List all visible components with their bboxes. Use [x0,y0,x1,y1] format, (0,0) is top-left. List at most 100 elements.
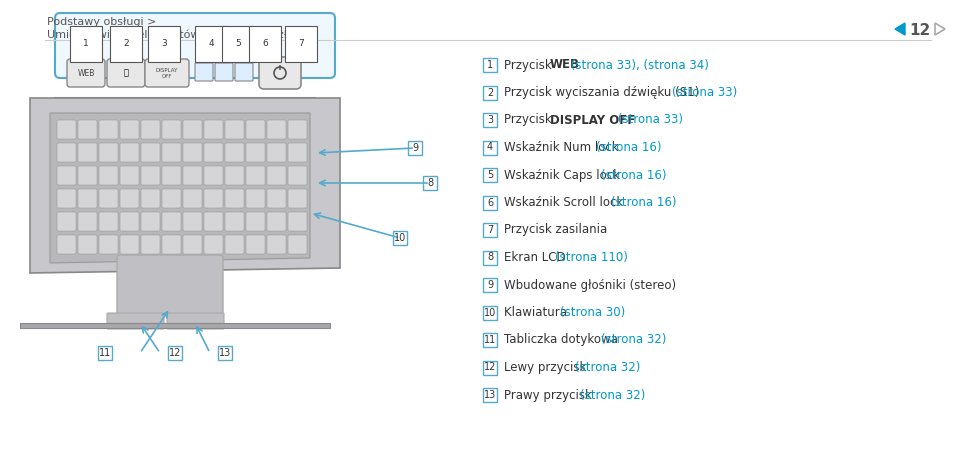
Text: 1: 1 [84,39,89,48]
FancyBboxPatch shape [483,361,497,375]
FancyBboxPatch shape [267,189,286,208]
Text: WEB: WEB [550,58,580,72]
FancyBboxPatch shape [267,235,286,254]
Polygon shape [30,98,340,273]
FancyBboxPatch shape [246,143,265,162]
Text: 5: 5 [235,39,241,48]
FancyBboxPatch shape [288,235,307,254]
FancyBboxPatch shape [204,143,223,162]
Text: 7: 7 [299,39,304,48]
Text: 2: 2 [487,87,493,97]
FancyBboxPatch shape [225,212,244,231]
Polygon shape [50,113,310,263]
FancyBboxPatch shape [183,143,202,162]
FancyBboxPatch shape [183,120,202,139]
Text: 1: 1 [487,60,493,70]
Text: 6: 6 [262,39,268,48]
FancyBboxPatch shape [78,143,97,162]
Text: 8: 8 [427,178,433,188]
Polygon shape [895,23,905,35]
Text: (strona 33): (strona 33) [672,86,737,99]
Text: 10: 10 [484,308,496,318]
FancyBboxPatch shape [57,143,76,162]
Text: Wskaźnik Num lock: Wskaźnik Num lock [504,141,622,154]
Text: 13: 13 [484,390,496,400]
Text: Wbudowane głośniki (stereo): Wbudowane głośniki (stereo) [504,279,676,291]
FancyBboxPatch shape [183,189,202,208]
Text: 6: 6 [487,198,493,207]
FancyBboxPatch shape [267,166,286,185]
Text: 11: 11 [484,335,496,345]
FancyBboxPatch shape [483,168,497,182]
Text: (strona 32): (strona 32) [601,333,666,347]
FancyBboxPatch shape [141,235,160,254]
FancyBboxPatch shape [267,212,286,231]
FancyBboxPatch shape [141,143,160,162]
FancyBboxPatch shape [225,120,244,139]
FancyBboxPatch shape [167,313,224,329]
FancyBboxPatch shape [183,166,202,185]
FancyBboxPatch shape [162,166,181,185]
Text: (strona 110): (strona 110) [555,251,628,264]
Text: Przycisk wyciszania dźwięku (S1): Przycisk wyciszania dźwięku (S1) [504,86,703,99]
FancyBboxPatch shape [195,63,213,81]
FancyBboxPatch shape [67,59,105,87]
Text: (strona 32): (strona 32) [575,361,640,374]
Text: DISPLAY OFF: DISPLAY OFF [550,114,636,126]
FancyBboxPatch shape [145,59,189,87]
FancyBboxPatch shape [107,59,145,87]
FancyBboxPatch shape [259,57,301,89]
FancyBboxPatch shape [141,120,160,139]
Text: 5: 5 [487,170,493,180]
FancyBboxPatch shape [78,166,97,185]
FancyBboxPatch shape [162,235,181,254]
Text: Podstawy obsługi >: Podstawy obsługi > [47,17,156,27]
FancyBboxPatch shape [288,143,307,162]
FancyBboxPatch shape [246,189,265,208]
FancyBboxPatch shape [183,212,202,231]
Text: (strona 16): (strona 16) [596,141,661,154]
FancyBboxPatch shape [168,346,182,360]
Text: Tabliczka dotykowa: Tabliczka dotykowa [504,333,622,347]
Text: 9: 9 [412,143,418,153]
Text: (strona 16): (strona 16) [601,169,666,182]
FancyBboxPatch shape [162,212,181,231]
FancyBboxPatch shape [57,166,76,185]
Text: (strona 32): (strona 32) [581,389,646,401]
FancyBboxPatch shape [408,141,422,155]
FancyBboxPatch shape [483,140,497,154]
FancyBboxPatch shape [393,231,407,245]
FancyBboxPatch shape [483,388,497,402]
FancyBboxPatch shape [225,235,244,254]
FancyBboxPatch shape [288,189,307,208]
Text: 9: 9 [487,280,493,290]
FancyBboxPatch shape [423,176,437,190]
Text: 10: 10 [394,233,406,243]
FancyBboxPatch shape [141,212,160,231]
FancyBboxPatch shape [120,235,139,254]
Text: 3: 3 [161,39,167,48]
FancyBboxPatch shape [483,223,497,237]
FancyBboxPatch shape [99,189,118,208]
Text: Prawy przycisk: Prawy przycisk [504,389,595,401]
FancyBboxPatch shape [78,212,97,231]
FancyBboxPatch shape [246,235,265,254]
FancyBboxPatch shape [204,235,223,254]
FancyBboxPatch shape [162,143,181,162]
Text: Klawiatura: Klawiatura [504,306,571,319]
FancyBboxPatch shape [225,143,244,162]
FancyBboxPatch shape [483,305,497,319]
FancyBboxPatch shape [57,120,76,139]
Text: Ekran LCD: Ekran LCD [504,251,569,264]
FancyBboxPatch shape [483,278,497,292]
Text: Wskaźnik Caps lock: Wskaźnik Caps lock [504,169,624,182]
FancyBboxPatch shape [78,189,97,208]
Text: Umiejscowienie elementów sterujących i złączy: Umiejscowienie elementów sterujących i z… [47,29,313,39]
FancyBboxPatch shape [120,166,139,185]
FancyBboxPatch shape [225,166,244,185]
Text: Wskaźnik Scroll lock: Wskaźnik Scroll lock [504,196,627,209]
FancyBboxPatch shape [141,189,160,208]
FancyBboxPatch shape [204,189,223,208]
FancyBboxPatch shape [267,120,286,139]
Text: Przycisk: Przycisk [504,114,556,126]
